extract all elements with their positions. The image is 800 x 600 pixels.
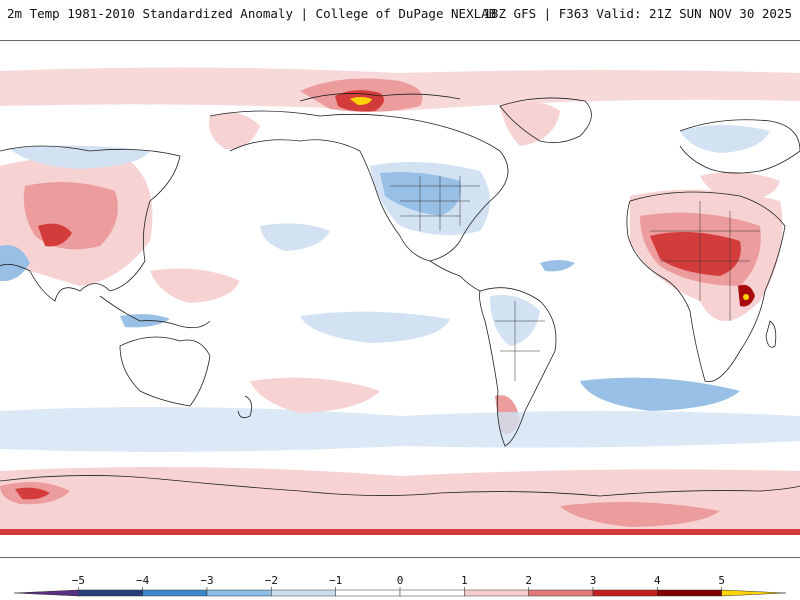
- map-canvas: [0, 67, 800, 535]
- central-pacific-warm: [150, 268, 240, 303]
- australia-coastline: [119, 336, 211, 407]
- header-bar: 2m Temp 1981-2010 Standardized Anomaly |…: [0, 0, 800, 30]
- north-america-coastline: [209, 110, 509, 262]
- colorbar-graphic: [13, 587, 787, 597]
- south-pole-band: [0, 529, 800, 535]
- africa-borders: [650, 201, 760, 321]
- tropical-pacific-cool: [300, 311, 450, 343]
- greenland-cool: [680, 125, 770, 153]
- colorbar-segment: [206, 589, 272, 597]
- colorbar-segment: [271, 589, 336, 597]
- colorbar-segment: [721, 589, 787, 597]
- greenland-warm: [500, 102, 560, 146]
- colorbar-tick-label: −3: [200, 574, 214, 587]
- asia-coastline: [0, 145, 181, 302]
- colorbar-tick-label: 1: [461, 574, 468, 587]
- greenland-coastline: [499, 97, 592, 144]
- east-antarctic-warm: [560, 502, 720, 527]
- us-borders: [390, 176, 480, 231]
- colorbar-segment: [528, 589, 594, 597]
- madagascar-coastline: [765, 320, 777, 348]
- europe-coastline: [679, 119, 800, 174]
- south-america-borders: [495, 301, 545, 381]
- south-america-coastline: [479, 287, 557, 447]
- pacific-cool-patch: [260, 223, 330, 251]
- colorbar-tick-label: −5: [71, 574, 85, 587]
- colorbar-tick-label: 2: [525, 574, 532, 587]
- arctic-peak: [350, 97, 372, 105]
- north-america-cool-core: [380, 172, 461, 216]
- antarctica-coastline: [0, 475, 800, 497]
- anomaly-shading: [0, 67, 800, 535]
- himalaya-hotspot: [38, 223, 72, 247]
- colorbar-tick-label: −2: [264, 574, 278, 587]
- colorbar-tick-label: 0: [396, 574, 404, 587]
- colorbar-segment: [464, 589, 529, 597]
- arctic-coastline: [299, 93, 461, 102]
- antarctic-hotspot: [15, 487, 50, 500]
- map-title: 2m Temp 1981-2010 Standardized Anomaly |…: [7, 6, 497, 21]
- sahel-hotspot: [650, 232, 741, 276]
- colorbar-tick-label: −4: [136, 574, 150, 587]
- colorbar-segment: [142, 589, 208, 597]
- colorbar-tick-label: 4: [654, 574, 661, 587]
- africa-coastline: [626, 191, 786, 383]
- indian-ocean-cool: [580, 377, 740, 411]
- alaska-warm: [209, 112, 260, 150]
- political-borders: [390, 176, 760, 381]
- colorbar-segment: [592, 589, 658, 597]
- model-run-info: 18Z GFS | F363 Valid: 21Z SUN NOV 30 202…: [483, 6, 792, 21]
- southeast-asia-coastline: [99, 295, 211, 329]
- southern-ocean-cool-band: [0, 407, 800, 452]
- colorbar-segment: [13, 589, 79, 597]
- mediterranean-warm: [700, 172, 780, 201]
- colorbar-legend: −5 −4 −3 −2 −1 0 1 2 3 4 5: [0, 570, 800, 600]
- colorbar-tick-label: 5: [718, 574, 725, 587]
- colorbar-segment: [399, 589, 465, 597]
- new-zealand-coastline: [237, 395, 253, 419]
- coastlines: [0, 93, 800, 497]
- colorbar-segment: [335, 589, 401, 597]
- colorbar-tick-label: 3: [589, 574, 597, 587]
- west-asia-cool: [0, 245, 30, 282]
- colorbar-segment: [657, 589, 722, 597]
- colorbar-segment: [78, 589, 143, 597]
- atlantic-cool-patch: [540, 260, 575, 272]
- central-america-coastline: [429, 260, 481, 292]
- anomaly-map[interactable]: [0, 40, 800, 558]
- east-africa-peak: [743, 294, 749, 300]
- south-pacific-warm: [250, 377, 380, 413]
- colorbar-tick-label: −1: [329, 574, 343, 587]
- siberia-cool: [10, 145, 150, 169]
